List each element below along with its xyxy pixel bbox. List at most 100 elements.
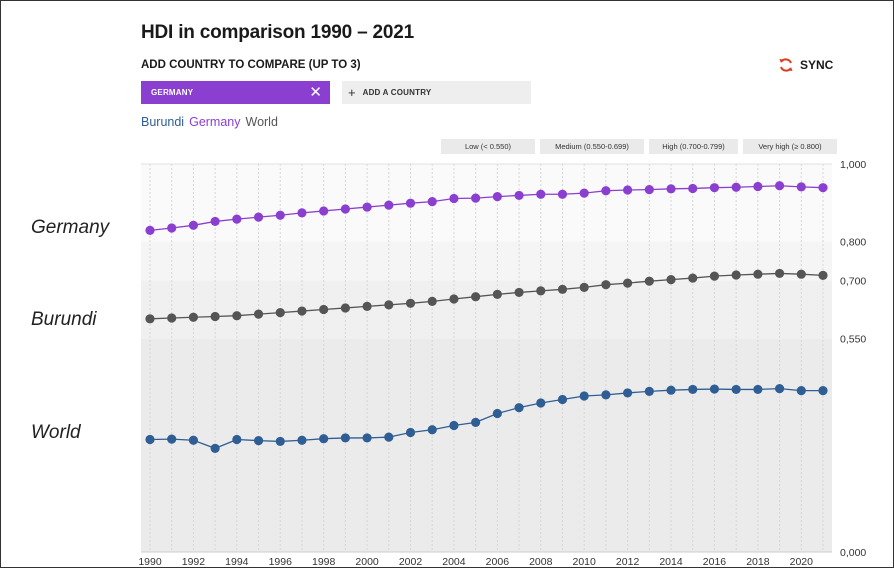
tier-low: Low (< 0.550) (441, 139, 535, 154)
data-point-burundi (644, 386, 654, 396)
data-point-germany (731, 182, 741, 192)
data-point-world (796, 269, 806, 279)
data-point-world (666, 275, 676, 285)
side-label-world: World (31, 422, 81, 443)
x-tick-label: 2016 (703, 556, 727, 568)
data-point-burundi (709, 384, 720, 394)
data-point-germany (492, 191, 502, 202)
data-point-burundi (232, 434, 242, 445)
data-point-germany (449, 193, 459, 204)
data-point-germany (188, 220, 199, 230)
compare-subtitle: ADD COUNTRY TO COMPARE (UP TO 3) (141, 59, 361, 71)
x-tick-label: 2018 (746, 556, 770, 568)
y-tick-label: 0,550 (840, 334, 866, 346)
data-point-world (340, 303, 350, 313)
data-point-germany (536, 189, 546, 199)
page-title: HDI in comparison 1990 – 2021 (141, 22, 414, 43)
data-point-burundi (297, 435, 307, 445)
close-icon[interactable]: ✕ (309, 84, 322, 101)
data-point-world (774, 268, 785, 279)
data-point-germany (579, 188, 589, 198)
hdi-band-3 (141, 164, 832, 242)
tier-very-high: Very high (≥ 0.800) (743, 139, 837, 154)
data-point-germany (145, 225, 155, 235)
data-point-burundi (145, 434, 155, 445)
data-point-burundi (340, 433, 350, 443)
data-point-burundi (753, 384, 763, 395)
data-point-burundi (731, 384, 741, 395)
data-point-world (731, 270, 741, 280)
data-point-burundi (275, 436, 285, 447)
data-point-germany (818, 183, 828, 193)
data-point-world (297, 306, 307, 316)
data-point-burundi (253, 436, 264, 446)
data-point-burundi (492, 408, 502, 419)
legend-item-world[interactable]: World (245, 115, 278, 129)
data-point-world (275, 308, 285, 318)
data-point-germany (297, 208, 307, 218)
data-point-world (232, 311, 242, 321)
data-point-germany (232, 214, 242, 224)
add-country-label: ADD A COUNTRY (362, 88, 432, 97)
y-tick-label: 0,000 (840, 547, 866, 559)
data-point-world (688, 273, 698, 283)
data-point-germany (774, 181, 785, 191)
data-point-world (384, 300, 394, 310)
x-tick-label: 2020 (790, 556, 814, 568)
tier-high: High (0.700-0.799) (649, 139, 738, 154)
data-point-burundi (796, 385, 806, 396)
data-point-burundi (362, 433, 372, 443)
sync-button[interactable]: SYNC (778, 57, 833, 73)
data-point-world (579, 282, 589, 292)
sync-label: SYNC (800, 58, 834, 72)
x-tick-label: 1994 (225, 556, 249, 568)
data-point-world (623, 278, 633, 288)
data-point-germany (601, 186, 611, 196)
data-point-world (818, 270, 828, 280)
x-tick-label: 2012 (616, 556, 640, 568)
country-chip-germany[interactable]: GERMANY ✕ (141, 81, 330, 104)
data-point-germany (557, 189, 568, 199)
data-point-world (709, 271, 720, 281)
add-country-button[interactable]: + ADD A COUNTRY (342, 81, 531, 104)
data-point-burundi (210, 443, 220, 454)
data-point-world (492, 289, 502, 299)
data-point-world (427, 296, 437, 306)
x-tick-label: 2008 (529, 556, 553, 568)
x-tick-label: 2002 (399, 556, 423, 568)
data-point-burundi (384, 432, 394, 442)
data-point-world (644, 276, 654, 286)
data-point-germany (796, 182, 806, 192)
data-point-germany (319, 206, 329, 216)
data-point-world (753, 269, 763, 279)
legend: Burundi Germany World (141, 115, 278, 129)
data-point-burundi (319, 434, 329, 444)
x-tick-label: 2010 (573, 556, 597, 568)
data-point-burundi (471, 417, 481, 428)
data-point-germany (514, 190, 524, 201)
data-point-world (188, 312, 199, 322)
legend-item-burundi[interactable]: Burundi (141, 115, 185, 129)
data-point-world (449, 294, 459, 304)
tier-medium: Medium (0.550-0.699) (540, 139, 644, 154)
hdi-tier-legend: Low (< 0.550) Medium (0.550-0.699) High … (441, 139, 837, 154)
data-point-burundi (623, 388, 633, 398)
data-point-world (319, 304, 329, 315)
data-point-burundi (774, 384, 785, 394)
data-point-burundi (405, 427, 416, 438)
data-point-germany (340, 204, 350, 214)
y-tick-label: 0,700 (840, 275, 866, 287)
side-label-burundi: Burundi (31, 309, 97, 330)
plus-icon: + (348, 85, 356, 100)
side-label-germany: Germany (31, 217, 110, 238)
hdi-band-2 (141, 241, 832, 281)
data-point-germany (210, 216, 220, 227)
legend-item-germany[interactable]: Germany (189, 115, 241, 129)
x-tick-label: 1990 (138, 556, 162, 568)
data-point-world (145, 314, 155, 324)
data-point-world (471, 292, 481, 302)
data-point-germany (275, 210, 285, 220)
x-tick-label: 2004 (442, 556, 466, 568)
data-point-germany (709, 183, 720, 193)
